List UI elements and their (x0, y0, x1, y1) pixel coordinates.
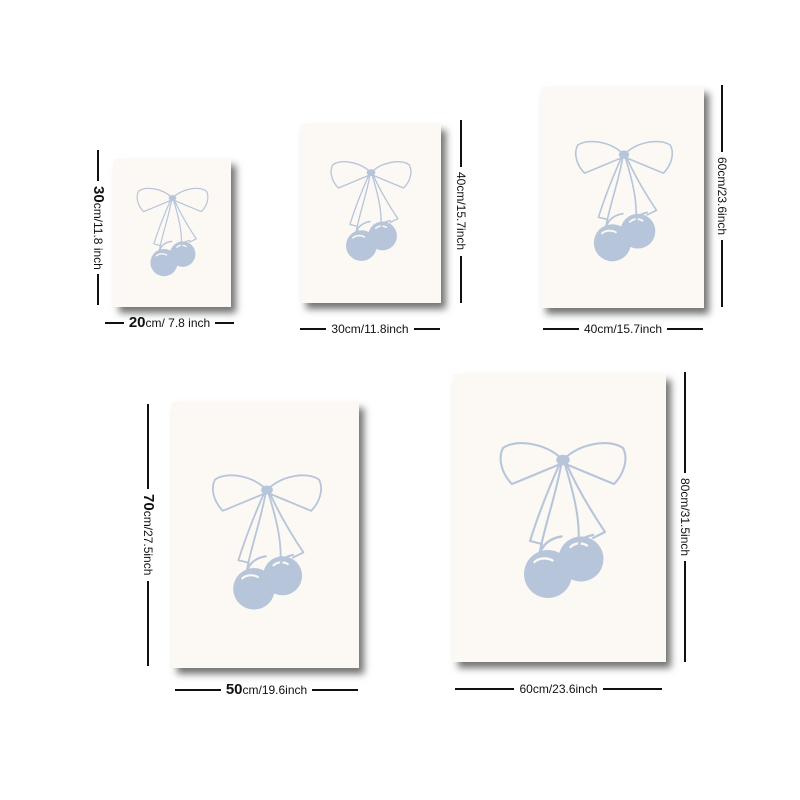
height-label: 60cm/23.6inch (715, 156, 729, 236)
dimension-line (175, 689, 221, 691)
bow-and-cherries-icon (211, 474, 323, 611)
bow-and-cherries-icon (574, 140, 674, 263)
dimension-line (460, 255, 462, 304)
dimension-line (413, 328, 440, 330)
poster-30x40 (301, 124, 441, 303)
dimension-line (105, 322, 124, 324)
height-dimension-30x40: 40cm/15.7inch (452, 120, 470, 304)
width-label: 20cm/ 7.8 inch (128, 314, 211, 331)
poster-50x70 (172, 402, 359, 668)
height-dimension-20x30: 30cm/11.8 inch (89, 150, 107, 305)
dimension-line (215, 322, 235, 324)
width-dimension-30x40: 30cm/11.8inch (300, 320, 440, 338)
dimension-line (460, 120, 462, 168)
width-label: 60cm/23.6inch (519, 682, 598, 696)
dimension-line (543, 328, 579, 330)
height-label: 70cm/27.5inch (140, 494, 157, 576)
width-dimension-20x30: 20cm/ 7.8 inch (105, 314, 235, 332)
dimension-line (684, 372, 686, 473)
bow-and-cherries-icon (499, 441, 627, 600)
dimension-line (721, 85, 723, 152)
dimension-line (147, 580, 149, 667)
dimension-line (97, 150, 99, 181)
height-dimension-50x70: 70cm/27.5inch (139, 404, 157, 667)
width-dimension-50x70: 50cm/19.6inch (175, 681, 359, 699)
poster-20x30 (114, 159, 231, 307)
dimension-line (667, 328, 704, 330)
dimension-line (97, 274, 99, 305)
dimension-line (684, 561, 686, 663)
width-dimension-40x60: 40cm/15.7inch (543, 320, 704, 338)
width-dimension-60x80: 60cm/23.6inch (455, 680, 663, 698)
dimension-line (455, 688, 515, 690)
dimension-line (721, 240, 723, 308)
bow-and-cherries-icon (330, 160, 412, 262)
dimension-line (602, 688, 663, 690)
bow-and-cherries-icon (136, 187, 209, 277)
width-label: 50cm/19.6inch (225, 681, 308, 698)
poster-40x60 (541, 87, 704, 308)
width-label: 30cm/11.8inch (331, 322, 409, 336)
height-label: 80cm/31.5inch (678, 477, 692, 557)
poster-60x80 (453, 374, 666, 662)
dimension-line (312, 689, 359, 691)
dimension-line (300, 328, 327, 330)
width-label: 40cm/15.7inch (583, 322, 663, 336)
height-label: 30cm/11.8 inch (90, 185, 107, 270)
height-dimension-40x60: 60cm/23.6inch (713, 85, 731, 308)
height-label: 40cm/15.7inch (454, 172, 468, 251)
dimension-line (147, 404, 149, 490)
height-dimension-60x80: 80cm/31.5inch (676, 372, 694, 663)
